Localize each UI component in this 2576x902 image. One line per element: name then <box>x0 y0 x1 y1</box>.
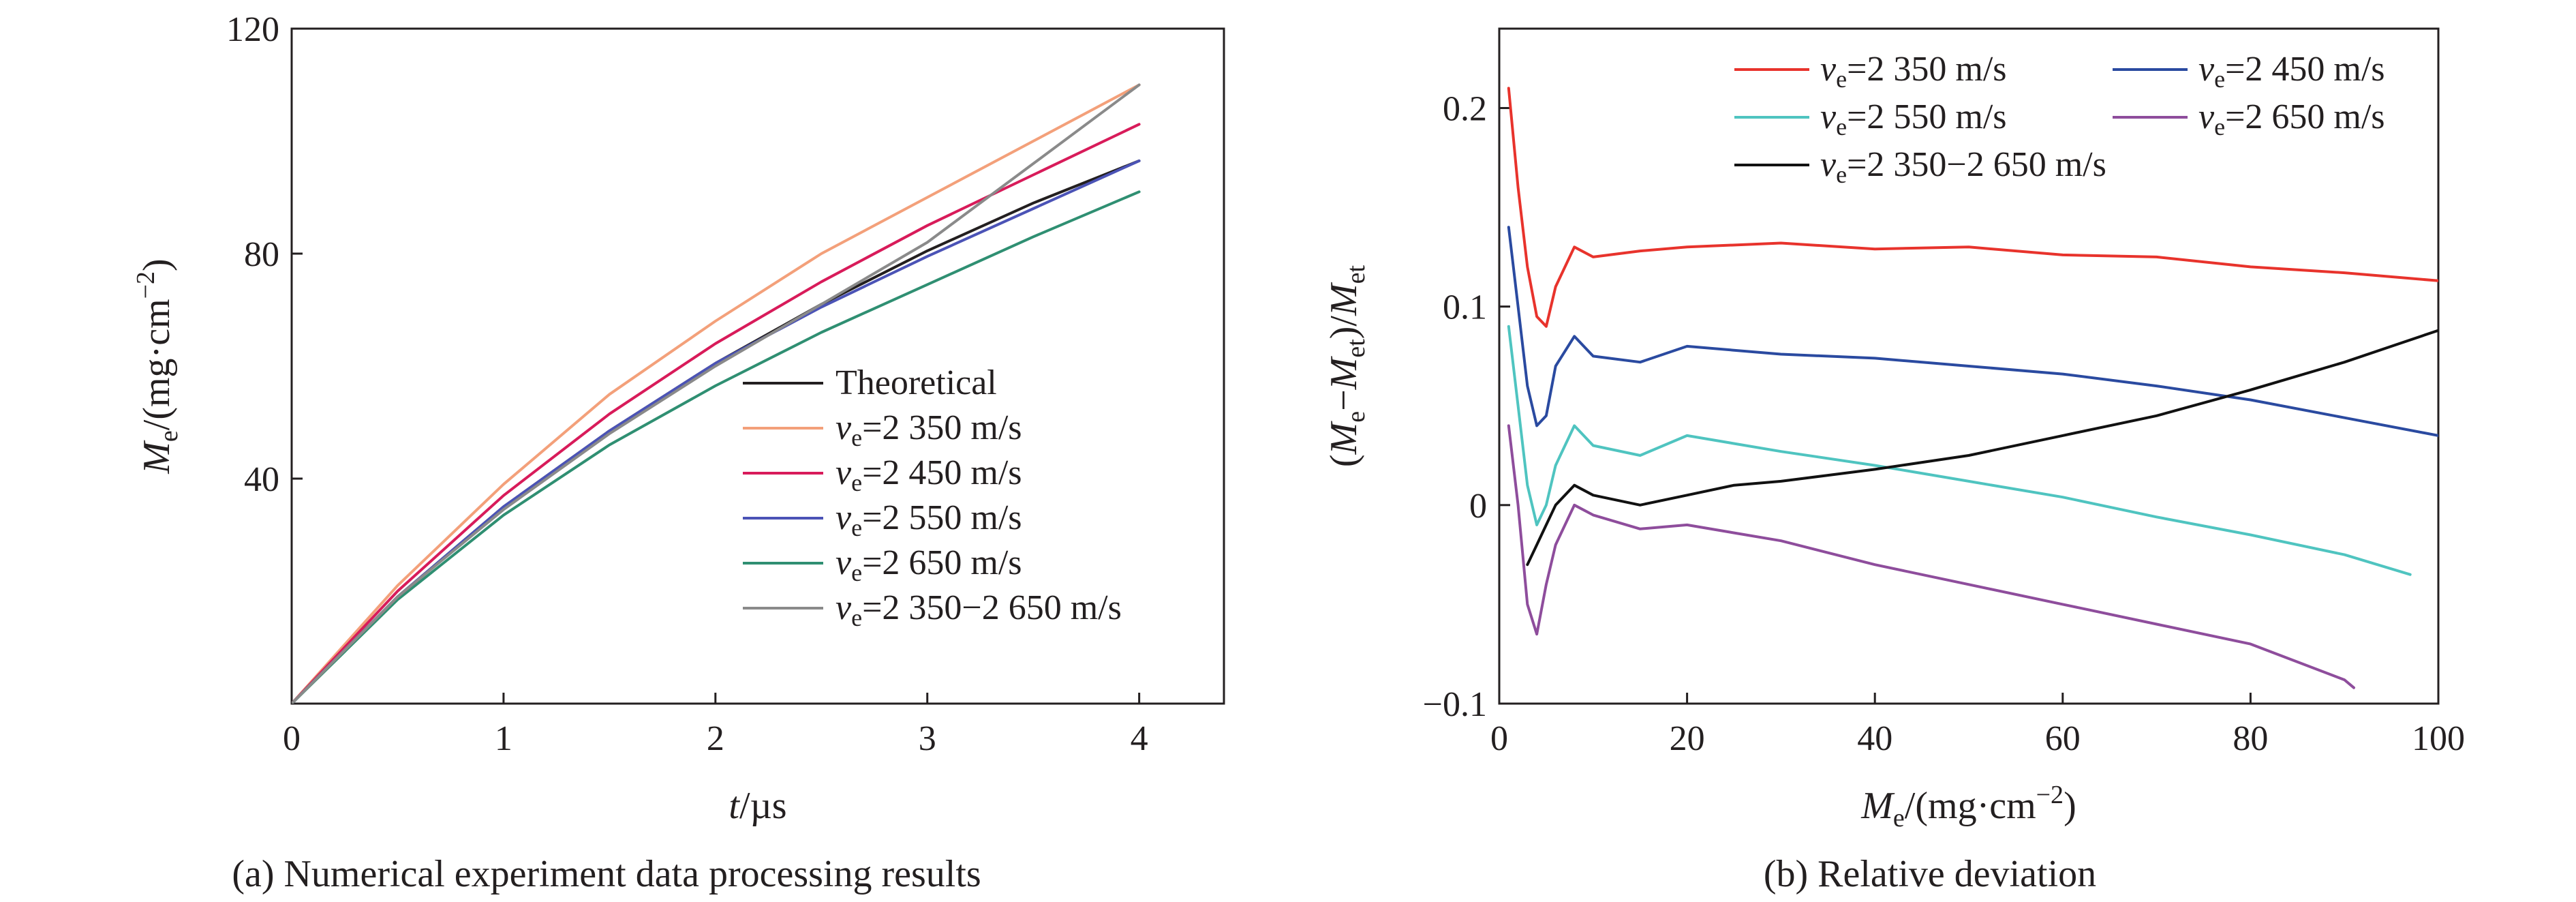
x-tick-label: 2 <box>707 719 724 758</box>
series-line-4 <box>1526 329 2438 567</box>
x-tick-label: 60 <box>2045 719 2081 758</box>
x-tick-label: 20 <box>1670 719 1705 758</box>
series-line-1 <box>1507 226 2438 437</box>
x-tick-label: 80 <box>2233 719 2268 758</box>
legend-label-3: ve=2 650 m/s <box>2198 97 2385 140</box>
x-tick-label: 3 <box>919 719 936 758</box>
legend-label-4: ve=2 650 m/s <box>835 543 1022 586</box>
y-tick-label: 40 <box>244 460 279 499</box>
plot-frame <box>1498 27 2440 705</box>
x-axis-label: t/µs <box>729 785 786 827</box>
series-line-3 <box>1507 424 2355 689</box>
y-tick-label: 0.1 <box>1443 288 1487 327</box>
panel-b-chart: 0 20 40 60 80 100−0.100.10.2Me/(mg·cm−2)(Me−M… <box>1323 27 2465 832</box>
legend-label-2: ve=2 450 m/s <box>835 453 1022 496</box>
x-tick-label: 4 <box>1131 719 1148 758</box>
y-tick-label: 0 <box>1469 487 1487 526</box>
x-tick-label: 0 <box>1490 719 1508 758</box>
x-axis-label: Me/(mg·cm−2) <box>1860 781 2076 832</box>
x-tick-label: 1 <box>495 719 512 758</box>
y-tick-label: 0.2 <box>1443 89 1487 128</box>
series-line-1 <box>292 83 1141 704</box>
series-line-5 <box>292 83 1141 704</box>
series-group <box>292 83 1141 704</box>
series-line-0 <box>1507 87 2438 328</box>
y-axis-label: Me/(mg·cm−2) <box>132 258 183 474</box>
caption-a: (a) Numerical experiment data processing… <box>232 853 981 895</box>
legend-label-3: ve=2 550 m/s <box>835 498 1022 541</box>
legend-label-4: ve=2 350−2 650 m/s <box>1820 145 2106 188</box>
series-line-2 <box>1507 325 2412 576</box>
legend-label-1: ve=2 450 m/s <box>2198 50 2385 93</box>
legend-label-0: Theoretical <box>835 363 997 402</box>
x-tick-label: 0 <box>283 719 301 758</box>
series-group <box>1507 87 2438 689</box>
legend-label-2: ve=2 550 m/s <box>1820 97 2007 140</box>
series-line-2 <box>292 123 1141 704</box>
x-tick-label: 100 <box>2412 719 2465 758</box>
plot-frame <box>290 27 1225 705</box>
y-tick-label: 120 <box>226 10 279 49</box>
series-line-4 <box>292 190 1141 704</box>
x-tick-label: 40 <box>1857 719 1892 758</box>
legend-label-5: ve=2 350−2 650 m/s <box>835 588 1122 631</box>
y-tick-label: 80 <box>244 235 279 274</box>
panel-a-chart: 0 1 2 3 4 40 80 120 t/µs Me/(mg·cm−2) Theoretical v… <box>132 10 1225 827</box>
y-tick-label: −0.1 <box>1423 685 1487 724</box>
legend-label-0: ve=2 350 m/s <box>1820 50 2007 93</box>
legend-label-1: ve=2 350 m/s <box>835 408 1022 451</box>
caption-b: (b) Relative deviation <box>1764 853 2096 895</box>
y-axis-label: (Me−Met)/Met <box>1323 265 1370 467</box>
